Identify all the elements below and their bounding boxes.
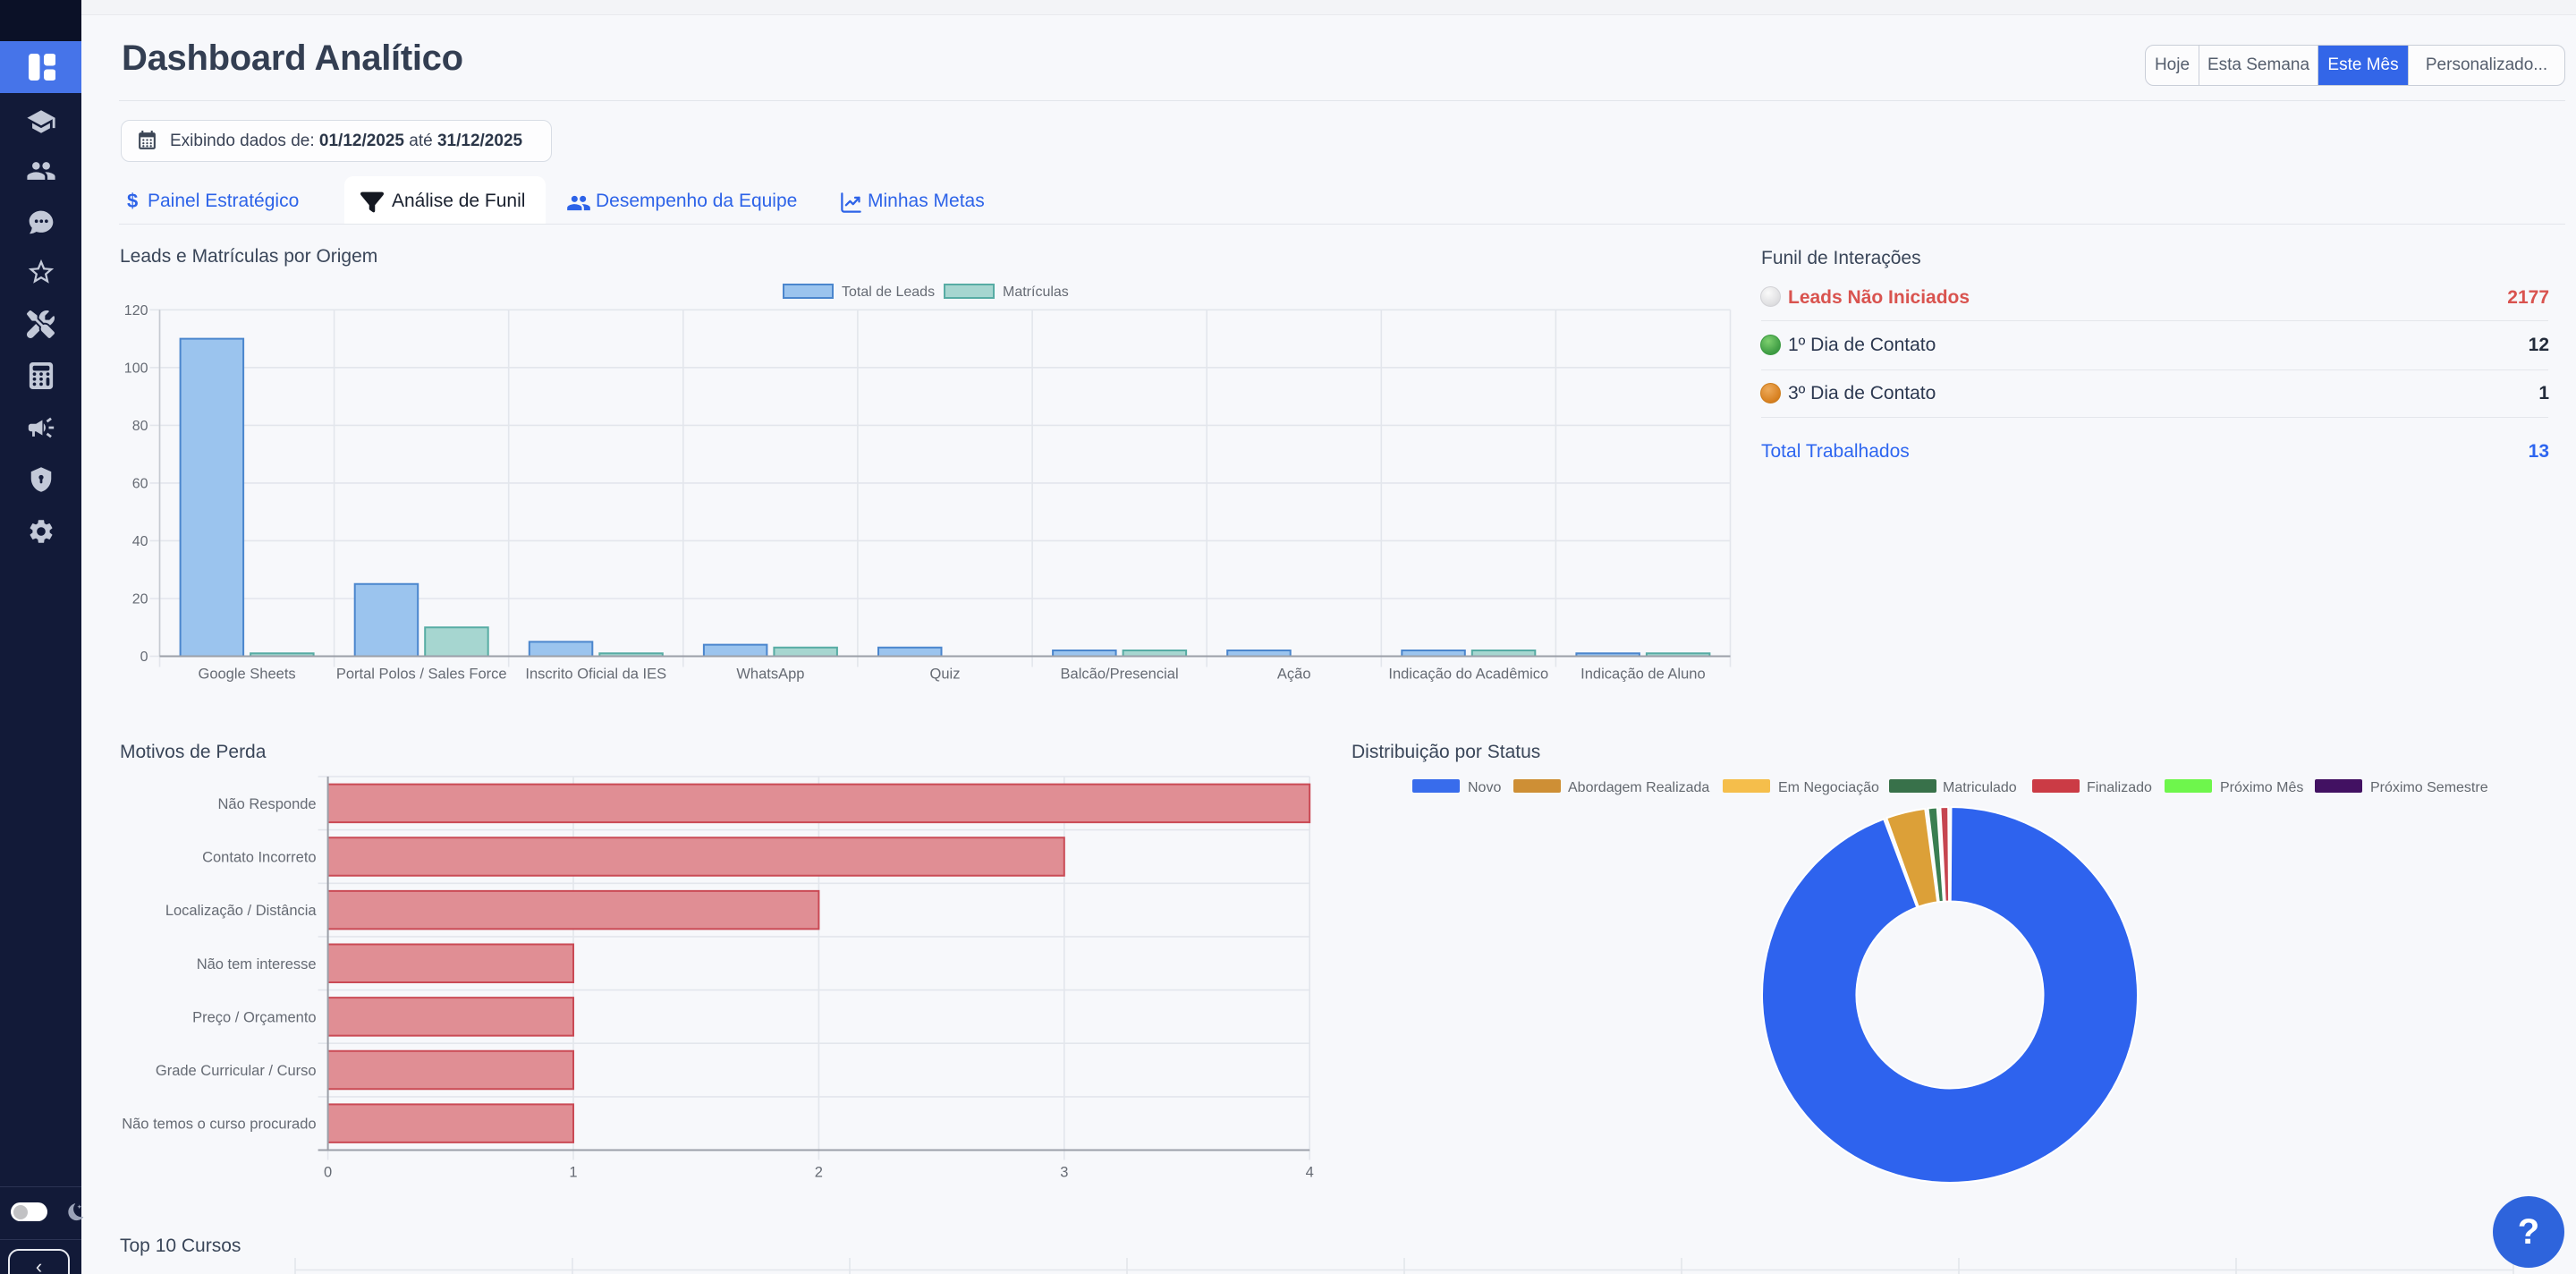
svg-text:3: 3 — [1060, 1165, 1068, 1181]
svg-text:4: 4 — [1306, 1165, 1314, 1181]
svg-text:Não tem interesse: Não tem interesse — [197, 956, 317, 972]
svg-text:1: 1 — [569, 1165, 577, 1181]
svg-text:Inscrito Oficial da IES: Inscrito Oficial da IES — [525, 667, 666, 683]
svg-text:Balcão/Presencial: Balcão/Presencial — [1061, 667, 1179, 683]
svg-text:80: 80 — [132, 419, 148, 434]
svg-text:Abordagem Realizada: Abordagem Realizada — [1568, 780, 1709, 795]
svg-text:WhatsApp: WhatsApp — [736, 667, 804, 683]
svg-text:Quiz: Quiz — [930, 667, 961, 683]
svg-text:Matriculado: Matriculado — [1943, 780, 2017, 795]
svg-text:Ação: Ação — [1277, 667, 1311, 683]
svg-text:Finalizado: Finalizado — [2087, 780, 2152, 795]
svg-text:Google Sheets: Google Sheets — [199, 667, 296, 683]
svg-text:Indicação do Acadêmico: Indicação do Acadêmico — [1388, 667, 1548, 683]
svg-text:100: 100 — [124, 361, 148, 376]
svg-text:Matrículas: Matrículas — [1003, 285, 1069, 300]
svg-text:Portal Polos / Sales Force: Portal Polos / Sales Force — [336, 667, 507, 683]
svg-text:Localização / Distância: Localização / Distância — [165, 903, 318, 919]
svg-text:0: 0 — [140, 650, 148, 665]
svg-text:Preço / Orçamento: Preço / Orçamento — [192, 1009, 316, 1025]
svg-text:Não temos o curso procurado: Não temos o curso procurado — [122, 1117, 316, 1133]
svg-text:Próximo Semestre: Próximo Semestre — [2370, 780, 2488, 795]
svg-text:Indicação de Aluno: Indicação de Aluno — [1580, 667, 1705, 683]
svg-text:2: 2 — [815, 1165, 823, 1181]
svg-text:0: 0 — [324, 1165, 332, 1181]
svg-text:Grade Curricular / Curso: Grade Curricular / Curso — [156, 1063, 317, 1079]
svg-text:120: 120 — [124, 303, 148, 318]
svg-text:Total de Leads: Total de Leads — [842, 285, 935, 300]
svg-text:20: 20 — [132, 592, 148, 607]
svg-text:Contato Incorreto: Contato Incorreto — [202, 850, 317, 866]
svg-text:Próximo Mês: Próximo Mês — [2220, 780, 2303, 795]
svg-text:60: 60 — [132, 476, 148, 491]
svg-text:Novo: Novo — [1468, 780, 1501, 795]
svg-text:Em Negociação: Em Negociação — [1778, 780, 1879, 795]
svg-text:40: 40 — [132, 534, 148, 549]
svg-text:Não Responde: Não Responde — [218, 796, 317, 812]
